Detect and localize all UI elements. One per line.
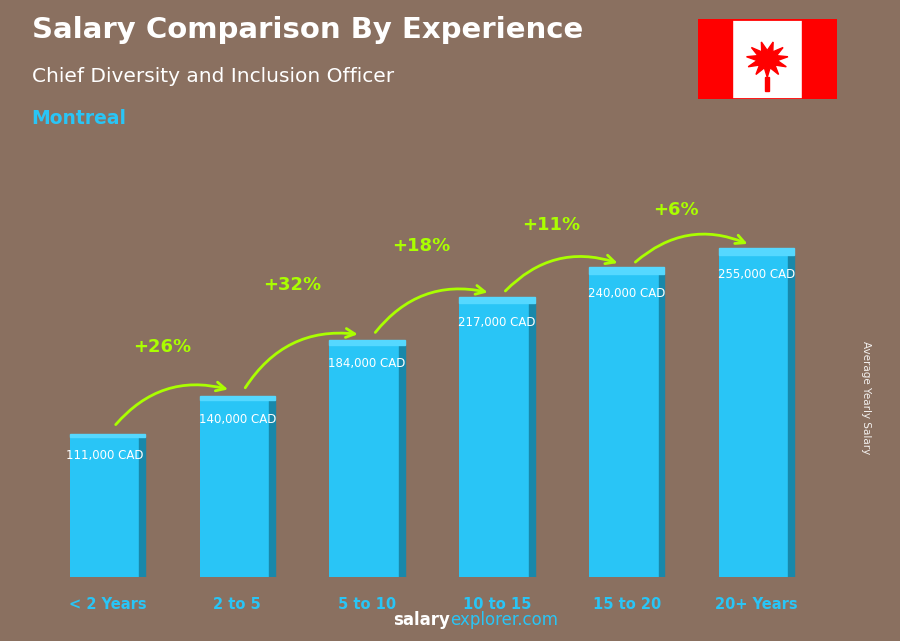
Text: Montreal: Montreal <box>32 109 127 128</box>
Text: Average Yearly Salary: Average Yearly Salary <box>860 341 871 454</box>
Text: 15 to 20: 15 to 20 <box>592 597 661 612</box>
Text: Chief Diversity and Inclusion Officer: Chief Diversity and Inclusion Officer <box>32 67 393 87</box>
Bar <box>329 345 405 577</box>
Text: +6%: +6% <box>653 201 699 219</box>
Bar <box>70 437 145 577</box>
Text: 240,000 CAD: 240,000 CAD <box>588 287 665 299</box>
Text: 111,000 CAD: 111,000 CAD <box>66 449 144 462</box>
Bar <box>590 267 664 274</box>
Text: explorer.com: explorer.com <box>450 612 558 629</box>
Text: 140,000 CAD: 140,000 CAD <box>199 413 276 426</box>
Bar <box>788 255 794 577</box>
Text: 184,000 CAD: 184,000 CAD <box>328 357 406 370</box>
Bar <box>590 274 664 577</box>
Bar <box>399 345 405 577</box>
Bar <box>698 19 733 99</box>
Bar <box>269 400 274 577</box>
Bar <box>70 434 145 437</box>
Text: 217,000 CAD: 217,000 CAD <box>458 315 536 329</box>
Bar <box>200 400 274 577</box>
Text: 10 to 15: 10 to 15 <box>463 597 531 612</box>
Text: +18%: +18% <box>392 237 451 255</box>
Bar <box>719 255 794 577</box>
Text: salary: salary <box>393 612 450 629</box>
Bar <box>200 396 274 400</box>
Bar <box>528 303 535 577</box>
Bar <box>140 437 145 577</box>
Bar <box>459 303 535 577</box>
Bar <box>459 297 535 303</box>
Text: +26%: +26% <box>133 338 191 356</box>
Bar <box>659 274 664 577</box>
Text: Salary Comparison By Experience: Salary Comparison By Experience <box>32 16 583 44</box>
Polygon shape <box>746 42 788 78</box>
Text: 255,000 CAD: 255,000 CAD <box>718 268 796 281</box>
Text: +11%: +11% <box>522 215 580 233</box>
Polygon shape <box>765 78 770 91</box>
Bar <box>802 19 837 99</box>
Text: < 2 Years: < 2 Years <box>68 597 146 612</box>
Bar <box>329 340 405 345</box>
Text: 2 to 5: 2 to 5 <box>213 597 261 612</box>
Text: 20+ Years: 20+ Years <box>716 597 798 612</box>
Text: +32%: +32% <box>263 276 320 294</box>
Bar <box>719 248 794 255</box>
Text: 5 to 10: 5 to 10 <box>338 597 396 612</box>
